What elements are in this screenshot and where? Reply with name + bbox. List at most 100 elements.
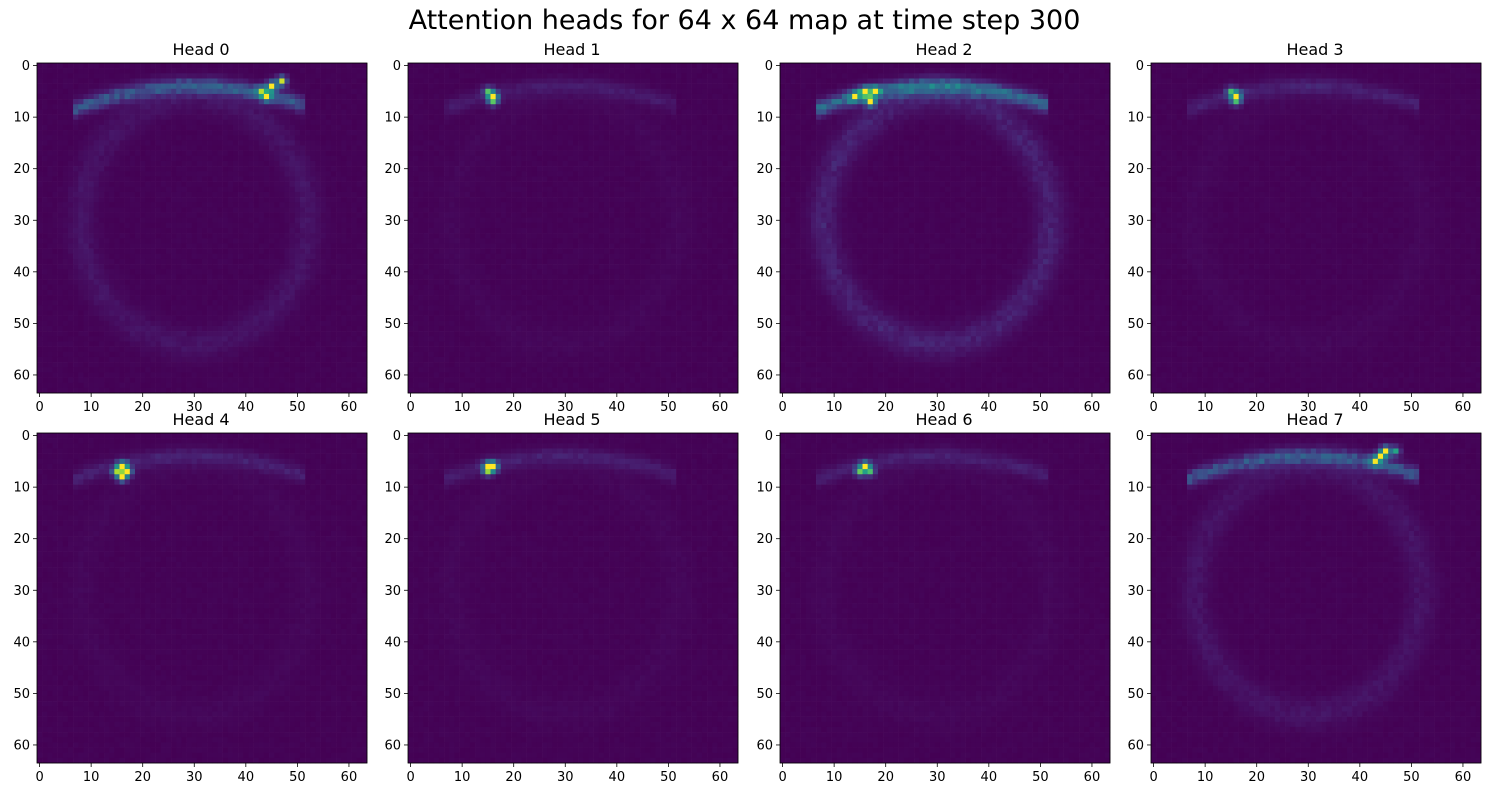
- heatmap-cell: [119, 166, 125, 172]
- heatmap-cell: [88, 341, 95, 347]
- heatmap-cell: [361, 238, 368, 244]
- heatmap-cell: [305, 362, 311, 368]
- heatmap-cell: [114, 372, 120, 378]
- heatmap-cell: [83, 331, 89, 337]
- heatmap-cell: [109, 217, 115, 224]
- heatmap-cell: [134, 212, 141, 218]
- heatmap-cell: [408, 114, 414, 121]
- heatmap-cell: [52, 160, 58, 167]
- heatmap-cell: [222, 150, 229, 157]
- heatmap-cell: [531, 130, 538, 136]
- heatmap-cell: [140, 274, 146, 280]
- heatmap-cell: [104, 336, 110, 342]
- heatmap-cell: [289, 320, 296, 327]
- heatmap-cell: [207, 222, 213, 229]
- heatmap-cell: [531, 104, 538, 110]
- heatmap-cell: [330, 233, 337, 239]
- heatmap-cell: [310, 315, 316, 322]
- heatmap-cell: [475, 99, 481, 105]
- heatmap-cell: [294, 130, 301, 136]
- heatmap-cell: [98, 243, 105, 249]
- heatmap-cell: [356, 315, 363, 322]
- heatmap-cell: [207, 356, 213, 363]
- heatmap-cell: [124, 104, 131, 110]
- heatmap-cell: [269, 367, 275, 373]
- heatmap-cell: [428, 109, 435, 115]
- heatmap-cell: [129, 207, 136, 213]
- heatmap-cell: [222, 279, 229, 286]
- heatmap-cell: [619, 88, 625, 95]
- heatmap-cell: [212, 73, 218, 79]
- heatmap-cell: [145, 315, 151, 322]
- heatmap-cell: [67, 269, 74, 275]
- heatmap-cell: [325, 258, 332, 265]
- heatmap-cell: [243, 253, 249, 260]
- heatmap-cell: [57, 351, 64, 358]
- heatmap-cell: [104, 377, 110, 383]
- heatmap-cell: [413, 99, 419, 105]
- heatmap-cell: [258, 135, 265, 141]
- heatmap-cell: [73, 310, 79, 316]
- heatmap-cell: [73, 377, 79, 383]
- heatmap-cell: [325, 217, 332, 224]
- heatmap-cell: [511, 63, 517, 69]
- heatmap-cell: [557, 68, 563, 74]
- heatmap-cell: [341, 104, 347, 110]
- heatmap-cell: [62, 186, 69, 193]
- heatmap-cell: [78, 181, 84, 188]
- heatmap-cell: [274, 295, 280, 301]
- heatmap-cell: [150, 109, 156, 115]
- heatmap-cell: [567, 109, 574, 115]
- heatmap-cell: [341, 295, 347, 301]
- heatmap-cell: [351, 336, 357, 342]
- heatmap-cell: [305, 346, 311, 353]
- heatmap-cell: [552, 119, 558, 126]
- heatmap-cell: [670, 114, 677, 121]
- heatmap-cell: [176, 258, 182, 265]
- heatmap-cell: [351, 73, 357, 79]
- heatmap-cell: [109, 73, 115, 79]
- heatmap-cell: [37, 150, 43, 157]
- heatmap-cell: [356, 119, 363, 126]
- heatmap-cell: [238, 238, 244, 244]
- heatmap-cell: [315, 212, 321, 218]
- heatmap-cell: [37, 83, 43, 90]
- heatmap-cell: [248, 124, 254, 131]
- heatmap-cell: [119, 78, 125, 84]
- heatmap-cell: [320, 310, 327, 316]
- heatmap-cell: [609, 88, 615, 95]
- heatmap-cell: [227, 336, 234, 342]
- heatmap-cell: [707, 124, 713, 131]
- heatmap-cell: [165, 356, 172, 363]
- heatmap-cell: [475, 130, 481, 136]
- heatmap-cell: [238, 114, 244, 121]
- heatmap-cell: [248, 83, 254, 90]
- heatmap-cell: [289, 207, 296, 213]
- heatmap-cell: [717, 119, 723, 126]
- heatmap-cell: [88, 160, 95, 167]
- heatmap-cell: [243, 341, 249, 347]
- heatmap-cell: [67, 99, 74, 105]
- heatmap-cell: [114, 346, 120, 353]
- heatmap-cell: [181, 228, 187, 234]
- heatmap-cell: [269, 135, 275, 141]
- heatmap-cell: [83, 382, 89, 389]
- heatmap-cell: [258, 145, 265, 151]
- heatmap-cell: [232, 140, 239, 146]
- heatmap-cell: [542, 124, 548, 131]
- heatmap-cell: [196, 160, 203, 167]
- heatmap-cell: [232, 264, 239, 270]
- heatmap-cell: [57, 93, 64, 100]
- heatmap-cell: [294, 207, 301, 213]
- heatmap-cell: [160, 279, 167, 286]
- heatmap-cell: [114, 341, 120, 347]
- heatmap-cell: [438, 114, 445, 121]
- heatmap-cell: [650, 119, 656, 126]
- heatmap-cell: [191, 300, 198, 306]
- heatmap-cell: [191, 83, 198, 90]
- heatmap-cell: [289, 382, 296, 389]
- heatmap-cell: [593, 73, 600, 79]
- heatmap-cell: [289, 300, 296, 306]
- heatmap-cell: [294, 289, 301, 296]
- heatmap-cell: [93, 83, 100, 90]
